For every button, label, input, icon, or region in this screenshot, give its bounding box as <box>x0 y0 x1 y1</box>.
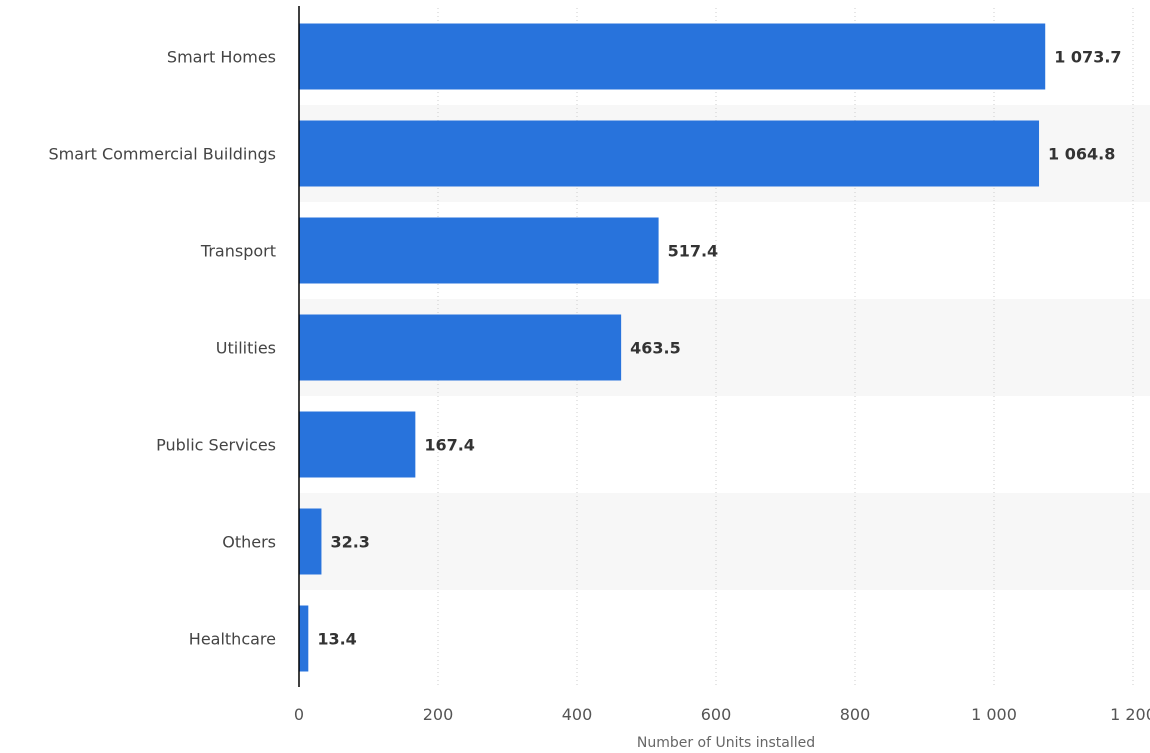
x-tick-label: 1 000 <box>971 705 1017 724</box>
x-tick-label: 600 <box>701 705 732 724</box>
category-label: Utilities <box>216 339 276 358</box>
category-label: Healthcare <box>189 630 276 649</box>
x-tick-label: 0 <box>294 705 304 724</box>
bar <box>299 508 322 575</box>
category-labels: Smart Homes Smart Commercial Buildings Tra… <box>48 48 276 649</box>
bar-value-label: 463.5 <box>630 339 681 358</box>
bar <box>299 120 1040 187</box>
bar <box>299 605 309 672</box>
value-labels: 1 073.7 1 064.8 517.4 463.5 167.4 32.3 13.4 <box>317 48 1121 649</box>
bar-value-label: 517.4 <box>668 242 719 261</box>
bar <box>299 314 622 381</box>
bar <box>299 217 659 284</box>
category-label: Transport <box>200 242 276 261</box>
x-tick-labels: 0 200 400 600 800 1 000 1 200 <box>294 705 1150 724</box>
x-tick-label: 800 <box>840 705 871 724</box>
bar-value-label: 1 073.7 <box>1054 48 1121 67</box>
x-tick-label: 400 <box>562 705 593 724</box>
bar-value-label: 1 064.8 <box>1048 145 1115 164</box>
bar <box>299 411 416 478</box>
x-tick-label: 1 200 <box>1110 705 1150 724</box>
x-tick-label: 200 <box>423 705 454 724</box>
category-label: Public Services <box>156 436 276 455</box>
bar-value-label: 13.4 <box>317 630 356 649</box>
category-label: Others <box>222 533 276 552</box>
category-label: Smart Commercial Buildings <box>48 145 276 164</box>
row-band <box>299 493 1150 590</box>
bar <box>299 23 1046 90</box>
bars <box>299 23 1046 672</box>
category-label: Smart Homes <box>167 48 276 67</box>
bar-value-label: 32.3 <box>330 533 369 552</box>
bar-value-label: 167.4 <box>424 436 475 455</box>
x-axis-title: Number of Units installed <box>637 735 815 751</box>
